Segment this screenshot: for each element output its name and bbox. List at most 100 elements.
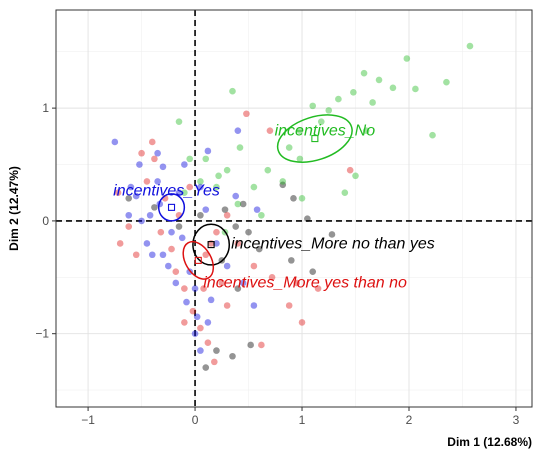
point-incentives-no [389, 84, 397, 92]
point-incentives-yes [159, 163, 167, 171]
point-incentives-yes [148, 251, 156, 259]
grid-lines [56, 10, 532, 407]
ellipse-incentives-yes [157, 193, 186, 222]
point-incentives-more-yes-than-no [132, 251, 140, 259]
point-incentives-more-no-than-yes [229, 352, 236, 360]
point-incentives-yes [197, 347, 204, 354]
point-incentives-more-yes-than-no [186, 183, 194, 191]
point-incentives-no [296, 127, 304, 134]
point-incentives-no [335, 95, 342, 103]
point-incentives-yes [223, 262, 231, 270]
point-incentives-more-no-than-yes [234, 285, 242, 292]
point-incentives-yes [165, 262, 172, 270]
point-incentives-no [234, 200, 242, 208]
point-incentives-more-yes-than-no [314, 285, 322, 292]
point-incentives-no [186, 155, 194, 163]
point-incentives-yes [250, 302, 258, 309]
point-incentives-no [213, 183, 220, 191]
point-incentives-more-yes-than-no [172, 268, 180, 275]
point-incentives-yes [175, 189, 183, 197]
point-incentives-more-yes-than-no [223, 211, 231, 219]
y-tick-label: 1 [42, 101, 49, 115]
center-incentives-yes [167, 203, 176, 211]
point-incentives-more-yes-than-no [116, 240, 124, 247]
point-incentives-yes [193, 313, 201, 321]
point-incentives-yes [125, 211, 133, 219]
point-incentives-more-yes-than-no [114, 189, 122, 197]
y-axis-ticks: −1 0 1 [35, 101, 56, 341]
point-incentives-no [202, 155, 210, 163]
point-incentives-no [181, 189, 188, 197]
point-incentives-more-no-than-yes [202, 364, 210, 371]
point-incentives-yes [213, 240, 220, 247]
point-incentives-no [298, 195, 306, 202]
point-incentives-more-no-than-yes [151, 204, 158, 211]
point-incentives-more-yes-than-no [234, 240, 242, 247]
point-incentives-no [236, 144, 244, 151]
ellipse-incentives-no [276, 114, 353, 163]
point-incentives-yes [159, 251, 167, 259]
point-incentives-more-no-than-yes [290, 195, 297, 202]
point-incentives-more-no-than-yes [288, 257, 295, 264]
point-incentives-more-yes-than-no [213, 228, 220, 236]
point-incentives-no [279, 178, 287, 185]
point-incentives-yes [127, 183, 135, 191]
plot-panel: incentives_No incentives_Yes incentives_Mo… [55, 9, 533, 408]
point-incentives-more-yes-than-no [189, 307, 197, 315]
point-incentives-more-no-than-yes [309, 268, 317, 275]
point-incentives-more-no-than-yes [125, 195, 133, 202]
point-incentives-no [175, 118, 183, 125]
x-tick-label: 2 [406, 413, 413, 427]
point-incentives-yes [202, 206, 210, 213]
point-incentives-no [229, 87, 236, 95]
point-incentives-more-no-than-yes [175, 223, 183, 230]
point-incentives-no [412, 85, 419, 93]
label-incentives-yes: incentives_Yes [113, 182, 220, 199]
point-incentives-more-yes-than-no [243, 110, 250, 118]
point-incentives-more-yes-than-no [168, 245, 175, 253]
center-incentives-no [311, 135, 319, 143]
point-incentives-no [429, 131, 436, 139]
point-incentives-yes [168, 228, 175, 236]
point-incentives-yes [232, 192, 240, 200]
point-incentives-more-yes-than-no [258, 341, 265, 349]
point-incentives-no [250, 183, 258, 191]
point-incentives-no [309, 102, 317, 110]
ellipse-incentives-more-yes-than-no [182, 240, 215, 280]
point-incentives-yes [111, 138, 119, 146]
point-incentives-no [350, 89, 357, 96]
point-incentives-more-yes-than-no [268, 273, 276, 281]
center-incentives-more-no-than-yes [207, 241, 215, 249]
point-incentives-more-yes-than-no [151, 155, 158, 163]
point-incentives-no [264, 166, 272, 174]
point-incentives-more-no-than-yes [197, 211, 204, 219]
point-incentives-no [215, 172, 222, 180]
point-incentives-yes [197, 183, 204, 191]
point-incentives-more-yes-than-no [285, 302, 293, 309]
point-incentives-no [403, 55, 411, 62]
label-incentives-no: incentives_No [275, 123, 376, 140]
point-incentives-more-no-than-yes [221, 206, 229, 213]
point-incentives-no [296, 155, 304, 163]
point-incentives-yes [146, 211, 154, 219]
x-axis-title: Dim 1 (12.68%) [447, 435, 532, 449]
point-incentives-more-yes-than-no [250, 262, 258, 270]
point-incentives-yes [154, 149, 161, 157]
point-incentives-more-yes-than-no [204, 339, 212, 347]
x-tick-label: 1 [299, 413, 306, 427]
point-incentives-yes [204, 147, 212, 155]
y-tick-label: 0 [42, 214, 49, 228]
confidence-ellipses [157, 114, 353, 280]
point-incentives-yes [234, 127, 242, 134]
point-incentives-more-yes-than-no [298, 319, 306, 326]
category-centers [167, 135, 319, 264]
point-incentives-no [352, 172, 359, 180]
point-incentives-no [443, 78, 450, 86]
point-incentives-no [375, 76, 383, 84]
point-incentives-more-yes-than-no [266, 127, 274, 134]
point-incentives-yes [136, 161, 143, 168]
point-incentives-yes [143, 240, 151, 247]
point-incentives-no [325, 107, 333, 114]
point-incentives-more-no-than-yes [304, 215, 311, 222]
point-incentives-more-no-than-yes [279, 181, 287, 189]
